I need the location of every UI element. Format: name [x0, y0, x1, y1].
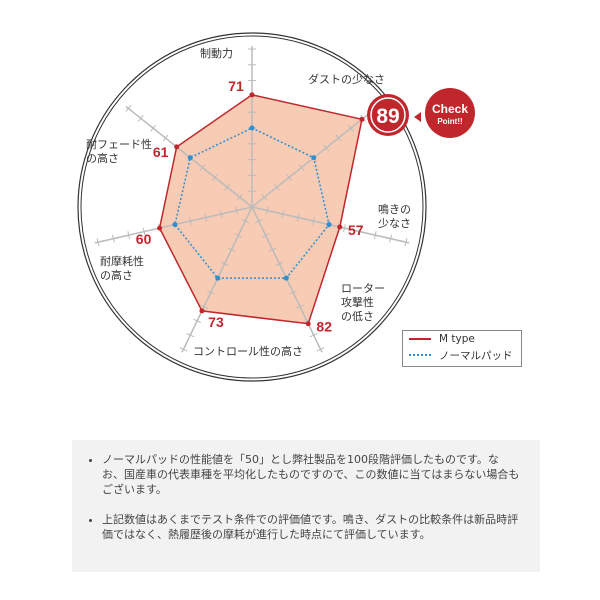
axis-label-dust: ダストの少なさ — [308, 73, 385, 86]
normal-pad-point — [311, 155, 317, 161]
axis-tick — [241, 219, 249, 224]
axis-tick — [255, 219, 263, 224]
m-type-point — [305, 321, 311, 327]
axis-tick — [235, 206, 238, 215]
axis-tick — [127, 231, 131, 240]
outer-ring — [77, 32, 427, 382]
axis-tick — [312, 217, 315, 226]
axis-tick — [289, 290, 297, 295]
axis-tick — [162, 134, 169, 142]
axis-tick — [323, 144, 330, 152]
m-type-line — [158, 94, 363, 325]
callout-value-circle — [367, 94, 409, 136]
axis-tick — [219, 210, 223, 219]
axis-tick — [296, 213, 300, 222]
axis-tick — [343, 224, 346, 233]
axis-tick — [309, 332, 318, 338]
m-type-point — [359, 116, 365, 122]
axis-tick — [275, 261, 284, 267]
axis-tick — [204, 213, 208, 222]
axis-tick — [236, 193, 243, 201]
axis-tick — [273, 183, 280, 191]
axis-tick — [200, 304, 208, 309]
point-text: Point!! — [437, 117, 462, 126]
normal-pad-point — [187, 155, 193, 161]
axis-tick — [335, 134, 342, 142]
value-label: 73 — [208, 314, 224, 330]
axis-label-wear: 耐摩耗性 の高さ — [100, 255, 144, 282]
axis-tick — [261, 233, 270, 238]
axis-label-rotor: ローター 攻撃性 の低さ — [341, 282, 385, 323]
note-2: 上記数値はあくまでテスト条件での評価値です。鳴き、ダストの比較条件は新品時評価で… — [102, 512, 520, 542]
value-label: 61 — [153, 144, 169, 160]
axis-tick — [358, 227, 362, 236]
axis-tick — [234, 233, 243, 238]
normal-pad-point — [172, 222, 178, 228]
normal-pad-point — [283, 275, 289, 281]
axis-tick — [261, 193, 268, 201]
axis-tick — [212, 174, 218, 181]
axis-tick — [186, 332, 195, 338]
axis-tick — [220, 261, 229, 267]
value-label: 57 — [348, 222, 364, 238]
legend: M type ノーマルパッド — [402, 330, 522, 367]
m-type-point — [337, 224, 343, 230]
axis-tick — [296, 304, 304, 309]
value-label: 82 — [316, 319, 332, 335]
value-label: 60 — [136, 231, 152, 247]
axis-tick — [347, 124, 354, 132]
axis-tick — [389, 234, 393, 243]
note-1: ノーマルパッドの性能値を「50」とし弊社製品を100段階評価したものです。なお、… — [102, 452, 520, 497]
axis-tick — [207, 290, 215, 295]
check-text: Check — [432, 102, 468, 116]
legend-m-type: M type — [403, 331, 521, 347]
m-type-point — [157, 225, 163, 231]
notes-panel: ノーマルパッドの性能値を「50」とし弊社製品を100段階評価したものです。なお、… — [72, 440, 540, 572]
normal-pad-point — [215, 275, 221, 281]
callout-value: 89 — [376, 105, 399, 128]
normal-pad-point — [326, 222, 332, 228]
axis-tick — [316, 347, 325, 352]
axis-tick — [189, 217, 192, 226]
legend-normal-pad: ノーマルパッド — [403, 347, 521, 363]
axis-tick — [268, 247, 277, 252]
m-type-point — [249, 92, 255, 98]
axis-tick — [286, 174, 292, 181]
axis-tick — [150, 124, 157, 132]
axis-tick — [193, 318, 201, 324]
m-type-point — [199, 308, 205, 314]
axis-tick — [111, 234, 115, 243]
value-label: 71 — [228, 78, 244, 94]
axis-tick — [224, 183, 231, 191]
axis-tick — [96, 238, 100, 247]
axis-tick — [179, 347, 188, 352]
callout-value-ring — [370, 97, 406, 133]
normal-pad-point — [249, 125, 255, 131]
axis-label-control: コントロール性の高さ — [193, 345, 303, 358]
axis-tick — [227, 247, 236, 252]
axis-tick — [404, 238, 408, 247]
axis-tick — [281, 210, 285, 219]
axis-tick — [199, 164, 206, 172]
axis-label-noise: 鳴きの 少なさ — [378, 203, 411, 230]
m-type-point — [174, 144, 180, 150]
axis-tick — [298, 164, 305, 172]
axis-label-fade: 耐フェード性 の高さ — [86, 138, 152, 165]
check-point-badge — [425, 88, 475, 138]
inner-ring — [80, 35, 424, 379]
axis-tick — [373, 231, 377, 240]
axis-tick — [137, 114, 144, 122]
callout-arrow — [414, 112, 421, 122]
axis-tick — [142, 227, 146, 236]
axis-label-braking: 制動力 — [200, 47, 233, 60]
axis-tick — [266, 206, 269, 215]
axis-tick — [125, 105, 132, 112]
